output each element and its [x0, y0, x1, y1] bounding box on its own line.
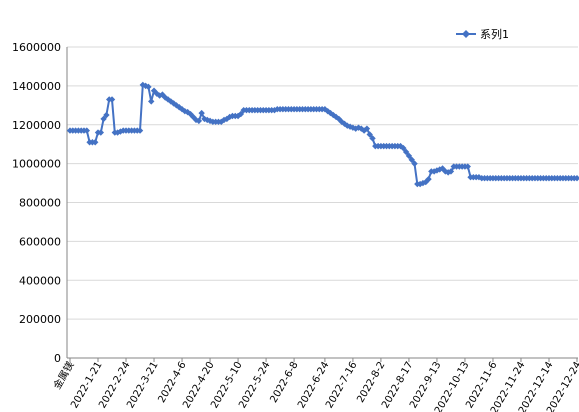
gridlines [67, 46, 578, 320]
data-point [335, 115, 343, 123]
data-point [223, 115, 231, 123]
data-point [363, 125, 371, 132]
y-tick-label: 1000000 [12, 158, 61, 171]
x-tick-label: 2022-8-2 [355, 360, 387, 405]
y-tick-label: 600000 [19, 235, 61, 248]
data-point [366, 131, 373, 138]
data-point [167, 98, 175, 105]
data-point [103, 111, 110, 119]
data-point [237, 110, 245, 118]
data-point [83, 127, 91, 134]
legend: 系列1 [456, 27, 509, 41]
y-tick-label: 0 [54, 352, 61, 365]
data-point [136, 127, 144, 134]
data-point [108, 96, 116, 103]
data-point [338, 118, 345, 126]
x-axis-ticks: 金属镁2022-1-212022-2-242022-3-212022-4-620… [50, 358, 579, 412]
legend-label: 系列1 [480, 27, 509, 41]
y-tick-label: 400000 [19, 274, 61, 287]
legend-marker [462, 30, 470, 38]
data-point [176, 104, 183, 111]
data-point [190, 113, 197, 121]
data-point [97, 129, 105, 136]
data-point [187, 110, 194, 118]
data-point [447, 168, 455, 175]
x-tick-label: 2022-4-6 [156, 360, 188, 405]
data-point [400, 144, 407, 152]
data-point [195, 117, 203, 125]
data-point [181, 107, 189, 115]
data-point [162, 94, 169, 101]
y-axis-ticks: 0 200000 400000 600000 800000 1000000 1200000 1… [12, 41, 61, 365]
data-point [148, 98, 155, 105]
data-point [92, 139, 99, 146]
y-tick-label: 800000 [19, 197, 61, 210]
data-point [159, 91, 166, 98]
series-line [70, 83, 577, 185]
data-point [369, 135, 376, 142]
data-point [145, 83, 152, 91]
data-point [173, 102, 180, 109]
data-point [402, 148, 410, 156]
data-point [408, 156, 415, 163]
data-point [201, 115, 208, 123]
y-tick-label: 1200000 [12, 119, 61, 132]
y-tick-label: 200000 [19, 313, 61, 326]
y-tick-label: 1600000 [12, 41, 61, 54]
y-tick-label: 1400000 [12, 80, 61, 93]
data-point [573, 175, 579, 182]
data-point [411, 160, 418, 167]
data-point [321, 106, 329, 113]
data-point [464, 163, 471, 170]
data-point [425, 175, 432, 183]
data-point [198, 109, 205, 117]
data-point [100, 115, 107, 123]
series-group [66, 81, 579, 188]
x-tick-label: 2022-6-8 [268, 360, 300, 405]
data-point [405, 152, 413, 160]
